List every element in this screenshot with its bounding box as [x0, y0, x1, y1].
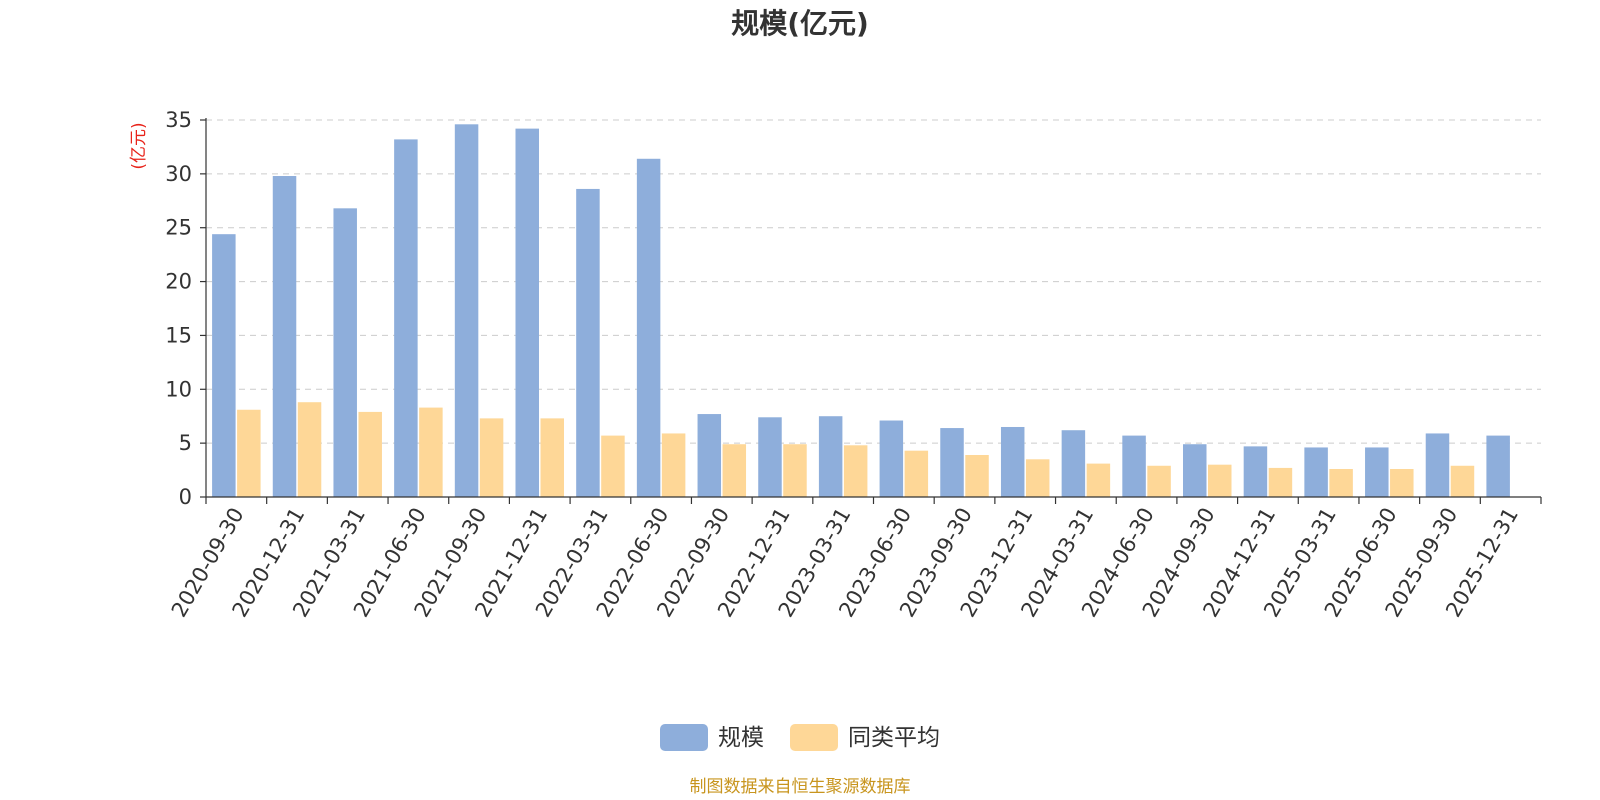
bar-peer-avg-2024-06-30[interactable] [1147, 465, 1171, 497]
bar-peer-avg-2024-12-31[interactable] [1268, 467, 1293, 497]
bars [212, 124, 1510, 498]
bar-peer-avg-2025-09-30[interactable] [1450, 465, 1475, 497]
bar-scale-2022-12-31[interactable] [758, 417, 782, 497]
bar-peer-avg-2020-09-30[interactable] [237, 409, 261, 497]
axes [200, 118, 1542, 504]
legend-swatch-peer-avg[interactable] [790, 724, 838, 751]
bar-scale-2025-09-30[interactable] [1425, 433, 1450, 497]
x-tick-labels: 2020-09-302020-12-312021-03-312021-06-30… [167, 503, 1523, 621]
bar-scale-2025-06-30[interactable] [1365, 447, 1389, 497]
bar-scale-2025-12-31[interactable] [1486, 435, 1510, 497]
bar-peer-avg-2021-06-30[interactable] [419, 407, 443, 497]
bar-scale-2023-06-30[interactable] [879, 420, 904, 497]
y-tick-label: 15 [165, 323, 192, 347]
bar-peer-avg-2021-09-30[interactable] [479, 418, 504, 497]
bar-peer-avg-2024-03-31[interactable] [1086, 463, 1111, 497]
bar-peer-avg-2025-06-30[interactable] [1390, 468, 1414, 497]
y-tick-label: 20 [165, 270, 192, 294]
bar-scale-2021-03-31[interactable] [333, 208, 357, 497]
bar-scale-2021-09-30[interactable] [454, 124, 479, 498]
bar-scale-2022-09-30[interactable] [697, 414, 722, 497]
legend-label-peer-avg[interactable]: 同类平均 [848, 725, 940, 751]
bar-peer-avg-2025-03-31[interactable] [1329, 468, 1353, 497]
bar-peer-avg-2023-06-30[interactable] [904, 450, 929, 497]
bar-scale-2023-03-31[interactable] [818, 416, 843, 497]
bar-scale-2023-09-30[interactable] [940, 428, 964, 497]
bar-peer-avg-2022-09-30[interactable] [722, 444, 747, 497]
bar-scale-2025-03-31[interactable] [1304, 447, 1328, 497]
y-tick-label: 0 [179, 485, 192, 509]
bar-scale-2024-06-30[interactable] [1122, 435, 1146, 497]
y-tick-label: 25 [165, 216, 192, 240]
bar-scale-2024-12-31[interactable] [1243, 446, 1268, 497]
bar-peer-avg-2021-12-31[interactable] [540, 418, 565, 497]
y-tick-labels: 0 5 10 15 20 25 30 35 [165, 108, 192, 509]
y-tick-label: 35 [165, 108, 192, 132]
bar-peer-avg-2022-12-31[interactable] [783, 444, 807, 497]
y-tick-label: 30 [165, 162, 192, 186]
bar-scale-2020-09-30[interactable] [212, 234, 236, 498]
legend-label-scale[interactable]: 规模 [718, 725, 764, 751]
bar-scale-2024-03-31[interactable] [1061, 430, 1086, 497]
chart-title: 规模(亿元) [731, 7, 869, 40]
bar-peer-avg-2024-09-30[interactable] [1208, 464, 1232, 497]
bar-scale-2022-03-31[interactable] [576, 188, 600, 498]
y-axis-unit-label: (亿元) [129, 122, 149, 169]
bar-peer-avg-2023-03-31[interactable] [843, 445, 868, 497]
bar-peer-avg-2023-09-30[interactable] [965, 454, 989, 497]
y-tick-label: 5 [179, 431, 192, 455]
bar-peer-avg-2021-03-31[interactable] [358, 411, 382, 497]
bar-scale-2022-06-30[interactable] [636, 158, 661, 497]
bar-peer-avg-2022-06-30[interactable] [661, 433, 686, 497]
grid-lines [206, 119, 1541, 444]
y-tick-label: 10 [165, 377, 192, 401]
bar-peer-avg-2020-12-31[interactable] [297, 402, 322, 497]
legend[interactable]: 规模 同类平均 [660, 724, 940, 751]
bar-scale-2021-06-30[interactable] [394, 139, 418, 498]
bar-scale-2020-12-31[interactable] [272, 176, 297, 498]
bar-scale-2021-12-31[interactable] [515, 128, 540, 498]
bar-peer-avg-2022-03-31[interactable] [601, 435, 625, 497]
bar-peer-avg-2023-12-31[interactable] [1025, 459, 1050, 497]
legend-swatch-scale[interactable] [660, 724, 708, 751]
source-note: 制图数据来自恒生聚源数据库 [690, 777, 911, 797]
bar-scale-2023-12-31[interactable] [1000, 426, 1025, 497]
bar-scale-2024-09-30[interactable] [1183, 444, 1207, 497]
